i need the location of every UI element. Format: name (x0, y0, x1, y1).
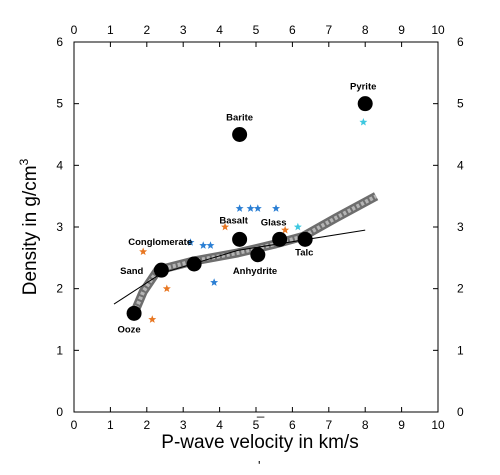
y-tick-label-right: 4 (457, 158, 464, 172)
x-tick-label-top: 4 (216, 23, 223, 37)
star-marker (186, 238, 195, 246)
point-sand (153, 262, 169, 278)
x-axis-top-ticks: 0 1 2 3 4 5 6 7 8 9 10 (71, 23, 445, 47)
y-tick-label-right: 1 (457, 343, 464, 357)
y-tick-label-left: 6 (56, 35, 63, 49)
point-label-ooze: Ooze (117, 324, 140, 335)
y-tick-label-right: 6 (457, 35, 464, 49)
x-tick-label-top: 9 (398, 23, 405, 37)
annotation-dash: _ (256, 403, 265, 418)
x-tick-label-top: 10 (431, 23, 445, 37)
star-marker (162, 284, 171, 293)
point-anhydrite (250, 247, 266, 263)
y-tick-label-right: 5 (457, 97, 464, 111)
y-tick-label-right: 3 (457, 220, 464, 234)
x-tick-label-bottom: 0 (71, 418, 78, 432)
x-tick-label-bottom: 10 (431, 418, 445, 432)
point-label-talc: Talc (295, 247, 313, 258)
point-label-sand: Sand (120, 266, 143, 277)
y-axis-right-ticks: 0 1 2 3 4 5 6 (433, 35, 464, 419)
x-tick-label-top: 3 (180, 23, 187, 37)
star-marker (293, 222, 302, 231)
y-tick-label-left: 1 (56, 343, 63, 357)
trend-band (132, 194, 378, 315)
star-marker (235, 204, 244, 212)
y-axis-left-ticks: 0 1 2 3 4 5 6 (56, 35, 79, 419)
y-axis-title-text: Density in g/cm (20, 165, 41, 295)
point-basalt (232, 231, 248, 247)
star-marker (281, 225, 290, 234)
x-axis-bottom-ticks: 0 1 2 3 4 5 6 7 8 9 10 (71, 407, 445, 432)
y-tick-label-left: 5 (56, 97, 63, 111)
x-tick-label-top: 7 (325, 23, 332, 37)
star-marker (210, 278, 219, 286)
x-tick-label-bottom: 7 (325, 418, 332, 432)
point-label-pyrite: Pyrite (350, 82, 376, 93)
x-tick-label-top: 5 (253, 23, 260, 37)
point-label-glass: Glass (261, 217, 287, 228)
x-tick-label-top: 2 (143, 23, 150, 37)
star-marker (221, 222, 230, 231)
x-tick-label-top: 1 (107, 23, 114, 37)
x-tick-label-bottom: 3 (180, 418, 187, 432)
point-barite (232, 127, 248, 142)
y-tick-label-right: 2 (457, 282, 464, 296)
point-label-barite: Barite (226, 113, 253, 124)
star-marker (359, 117, 368, 126)
point-glass (272, 231, 288, 247)
point-conglomerate (186, 256, 202, 272)
y-tick-label-left: 0 (56, 405, 63, 419)
star-markers (139, 117, 368, 323)
x-tick-label-bottom: 4 (216, 418, 223, 432)
x-axis-title: P-wave velocity in km/s (161, 432, 358, 453)
point-talc (297, 231, 313, 247)
y-tick-label-right: 0 (457, 405, 464, 419)
x-tick-label-bottom: 1 (107, 418, 114, 432)
y-tick-label-left: 2 (56, 282, 63, 296)
point-pyrite (357, 96, 373, 112)
x-tick-label-bottom: 2 (143, 418, 150, 432)
x-tick-label-bottom: 8 (362, 418, 369, 432)
star-marker (139, 247, 148, 256)
x-tick-label-bottom: 9 (398, 418, 405, 432)
annotation-tick-mark: ' (258, 458, 260, 473)
x-tick-label-bottom: 6 (289, 418, 296, 432)
star-marker (148, 315, 157, 323)
rock-data-points: Ooze Sand Conglomerate Basalt Anhydrite Glass… (117, 82, 376, 336)
x-tick-label-bottom: 5 (253, 418, 260, 432)
x-tick-label-top: 8 (362, 23, 369, 37)
point-label-basalt: Basalt (219, 215, 248, 226)
x-tick-label-top: 0 (71, 23, 78, 37)
plot-frame (73, 41, 439, 413)
x-tick-label-top: 6 (289, 23, 296, 37)
point-ooze (126, 305, 142, 321)
star-marker (199, 241, 208, 249)
star-marker (206, 241, 215, 249)
star-marker (246, 204, 255, 212)
y-tick-label-left: 4 (56, 158, 63, 172)
y-tick-label-left: 3 (56, 220, 63, 234)
point-label-anhydrite: Anhydrite (233, 266, 277, 277)
point-label-conglomerate: Conglomerate (128, 237, 192, 248)
star-marker (272, 204, 281, 212)
fitted-curves (113, 192, 379, 316)
y-axis-title-superscript: 3 (17, 158, 31, 165)
y-axis-title: Density in g/cm3 (17, 158, 41, 295)
star-marker (253, 204, 262, 212)
